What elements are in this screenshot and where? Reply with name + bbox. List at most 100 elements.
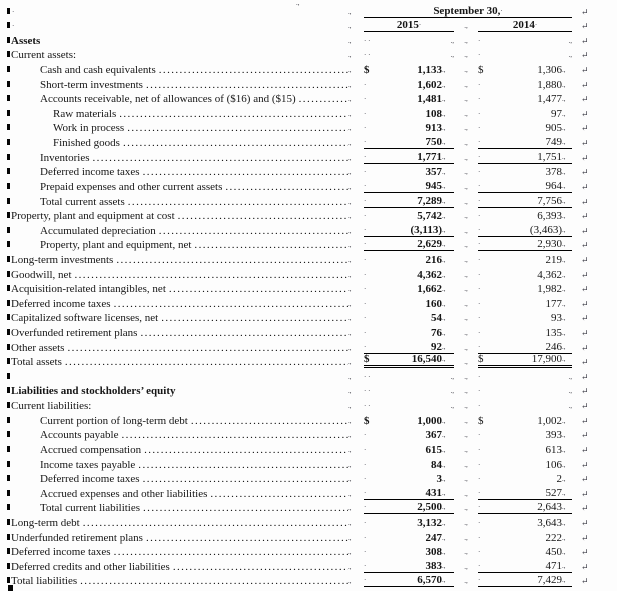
value-cell-2014: ·.,	[478, 368, 572, 383]
paragraph-mark	[7, 372, 10, 379]
paragraph-mark	[7, 548, 10, 555]
row-label-area: Work in process.........................…	[8, 120, 348, 135]
end-of-line-mark: ↵	[581, 21, 589, 32]
end-of-line-mark: ↵	[572, 310, 606, 325]
gap-mark-glyph: .,	[464, 577, 468, 586]
end-of-line-mark: ↵	[572, 295, 606, 310]
column-gap-mark: .,	[454, 310, 478, 325]
space-dot-mark: ·	[478, 314, 481, 323]
cell-end-glyph: .,	[562, 355, 566, 364]
value-cell-2014: · 471.,	[478, 558, 572, 573]
tab-mark-glyph: .,	[348, 372, 352, 381]
gap-mark-glyph: .,	[464, 504, 468, 513]
year-2014-label: 2014	[512, 19, 535, 32]
cell-end-mark: .,	[562, 315, 572, 324]
column-gap-mark: .,	[464, 22, 468, 31]
column-gap-mark: .,	[454, 61, 478, 76]
header-row-date: · ., September 30, · ↵	[0, 3, 617, 18]
end-of-line-glyph: ↵	[581, 167, 589, 178]
end-of-line-mark: ↵	[572, 208, 606, 223]
cell-end-glyph: .,	[562, 329, 566, 338]
cell-end-glyph: .,	[442, 431, 446, 440]
gap-mark-glyph: .,	[464, 475, 468, 484]
tab-mark: .,	[348, 471, 364, 486]
value-2014: 246	[545, 340, 563, 353]
row-label-area: Income taxes payable....................…	[8, 456, 348, 471]
paragraph-mark	[7, 95, 10, 102]
row-label: Total current liabilities	[40, 502, 141, 515]
end-of-line-glyph: ↵	[581, 65, 589, 76]
end-of-line-glyph: ↵	[581, 430, 589, 441]
tab-mark: .,	[348, 22, 352, 31]
space-dot-mark: ·	[364, 80, 367, 89]
end-of-line-mark: ↵	[581, 6, 589, 17]
gap-mark-glyph: .,	[464, 533, 468, 542]
cell-end-glyph: .,	[562, 285, 566, 294]
end-of-line-mark: ↵	[572, 383, 606, 398]
row-label-area: Accounts payable........................…	[8, 427, 348, 441]
row-label: Finished goods	[53, 137, 120, 150]
end-of-line-glyph: ↵	[581, 561, 589, 572]
space-dot-mark: ·	[478, 270, 481, 279]
row-label: Deferred credits and other liabilities	[11, 560, 170, 573]
column-header-2014: 2014 ·	[478, 18, 572, 33]
dot-leader: ........................................…	[113, 297, 348, 310]
tab-mark-glyph: .,	[348, 285, 352, 294]
value-2014: 7,756	[537, 194, 562, 207]
end-of-line-glyph: ↵	[581, 444, 589, 455]
value-cell-2014: · (3,463).,	[478, 222, 572, 237]
cell-end-mark: .,	[442, 300, 454, 310]
end-of-line-mark: ↵	[572, 193, 606, 208]
column-gap-mark: .,	[454, 32, 478, 47]
value-cell-2014: · 7,756.,	[478, 193, 572, 208]
dot-leader: ........................................…	[67, 341, 348, 354]
space-dot-mark: ·	[478, 533, 481, 542]
value-2014: 393	[545, 429, 563, 442]
end-of-line-glyph: ↵	[581, 517, 589, 528]
space-dot-mark: ·	[478, 168, 481, 177]
paragraph-mark	[7, 7, 10, 14]
gap-mark-glyph: .,	[464, 314, 468, 323]
tab-mark-glyph: .,	[348, 36, 352, 45]
paragraph-mark	[7, 285, 10, 292]
paragraph-mark	[7, 533, 10, 540]
tab-mark: .,	[348, 529, 364, 544]
end-of-line-glyph: ↵	[581, 240, 589, 251]
cell-end-glyph: .,	[562, 445, 566, 454]
value-2015: 3,132	[417, 516, 442, 529]
end-of-line-glyph: ↵	[581, 123, 589, 134]
value-cell-2015: · ·.,	[364, 47, 454, 62]
row-label: Other assets	[11, 341, 65, 354]
space-dot-mark: ·	[478, 342, 481, 351]
cell-end-glyph: .,	[442, 533, 446, 542]
gap-mark-glyph: .,	[464, 168, 468, 177]
row-label-area: Short-term investments..................…	[8, 76, 348, 91]
cell-end-glyph: .,	[562, 152, 566, 161]
row-label: Deferred income taxes	[40, 166, 140, 179]
value-cell-2015: · 945.,	[364, 178, 454, 193]
cell-end-glyph: .,	[442, 196, 446, 205]
row-label: Cash and cash equivalents	[40, 64, 156, 77]
row-label-area: Cash and cash equivalents...............…	[8, 61, 348, 76]
end-of-line-mark: ↵	[572, 120, 606, 135]
gap-mark-glyph: .,	[464, 270, 468, 279]
tab-mark-glyph: .,	[348, 255, 352, 264]
gap-mark-glyph: .,	[464, 562, 468, 571]
row-label: Deferred income taxes	[11, 546, 111, 559]
end-of-line-glyph: ↵	[581, 211, 589, 222]
value-cell-2015: · 1,481.,	[364, 91, 454, 105]
cell-end-glyph: .,	[442, 80, 446, 89]
cell-end-glyph: .,	[562, 196, 566, 205]
value-cell-2014: ·.,	[478, 383, 572, 398]
value-2015: 54	[431, 312, 442, 325]
cell-end-mark: .,	[442, 315, 454, 324]
row-label: Work in process	[53, 122, 125, 135]
gap-mark-glyph: .,	[464, 445, 468, 454]
paragraph-mark	[7, 51, 10, 58]
end-of-line-mark: ↵	[572, 222, 606, 237]
cell-end-glyph: .,	[442, 168, 446, 177]
row-label: Total assets	[11, 356, 62, 369]
value-2014: 177	[545, 297, 563, 310]
value-cell-2014: · 6,393.,	[478, 208, 572, 222]
column-header-2015: 2015 ·	[364, 18, 454, 33]
